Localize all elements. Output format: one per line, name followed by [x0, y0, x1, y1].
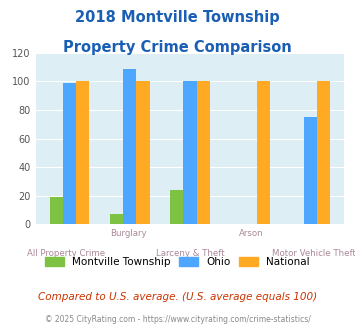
- Text: © 2025 CityRating.com - https://www.cityrating.com/crime-statistics/: © 2025 CityRating.com - https://www.city…: [45, 315, 310, 324]
- Bar: [197, 82, 210, 224]
- Text: Property Crime Comparison: Property Crime Comparison: [63, 40, 292, 54]
- Bar: [63, 83, 76, 224]
- Text: Motor Vehicle Theft: Motor Vehicle Theft: [272, 249, 355, 258]
- Bar: [183, 82, 197, 224]
- Bar: [50, 197, 63, 224]
- Bar: [76, 82, 89, 224]
- Bar: [136, 82, 149, 224]
- Legend: Montville Township, Ohio, National: Montville Township, Ohio, National: [41, 253, 314, 271]
- Bar: [317, 82, 330, 224]
- Bar: [123, 69, 136, 224]
- Bar: [170, 190, 183, 224]
- Text: Arson: Arson: [239, 229, 264, 238]
- Bar: [304, 117, 317, 224]
- Text: 2018 Montville Township: 2018 Montville Township: [75, 10, 280, 25]
- Bar: [110, 214, 123, 224]
- Text: Burglary: Burglary: [110, 229, 147, 238]
- Text: Larceny & Theft: Larceny & Theft: [155, 249, 224, 258]
- Text: All Property Crime: All Property Crime: [27, 249, 105, 258]
- Text: Compared to U.S. average. (U.S. average equals 100): Compared to U.S. average. (U.S. average …: [38, 292, 317, 302]
- Bar: [257, 82, 270, 224]
